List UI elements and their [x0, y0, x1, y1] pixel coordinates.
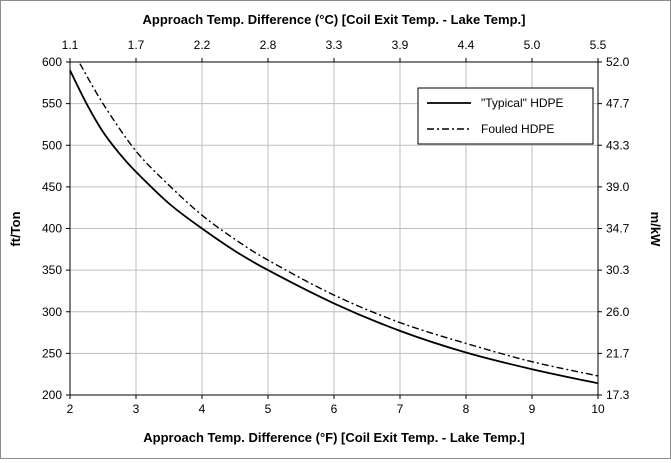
x-tick-label: 2 — [67, 402, 74, 416]
legend-box — [417, 87, 594, 145]
x2-tick-label: 5.0 — [524, 38, 541, 52]
series-line-fouled-hdpe — [79, 63, 599, 377]
x2-tick-label: 3.3 — [326, 38, 343, 52]
y-tick-label: 300 — [42, 305, 62, 319]
y-axis-title: ft/Ton — [8, 211, 23, 246]
x2-tick-label: 4.4 — [458, 38, 475, 52]
plot-series — [69, 63, 599, 385]
y-tick-label: 350 — [42, 263, 62, 277]
y2-tick-label: 39.0 — [606, 180, 630, 194]
legend-label-typical-hdpe: "Typical" HDPE — [481, 96, 564, 110]
x2-tick-label: 1.1 — [62, 38, 79, 52]
y2-tick-label: 21.7 — [606, 346, 630, 360]
y-tick-label: 500 — [42, 138, 62, 152]
x-axis-title: Approach Temp. Difference (°F) [Coil Exi… — [143, 430, 525, 445]
y2-tick-label: 52.0 — [606, 55, 630, 69]
x-tick-label: 9 — [529, 402, 536, 416]
y-tick-label: 250 — [42, 346, 62, 360]
x-tick-label: 4 — [199, 402, 206, 416]
axis-ticks: 2 1.1 3 1.7 4 2.2 5 2.8 6 3.3 7 3.9 8 4.4 9 5.0 10 5.5 200… — [42, 38, 630, 416]
y2-axis-title: m/kW — [648, 212, 663, 247]
x2-axis-title: Approach Temp. Difference (°C) [Coil Exi… — [143, 12, 526, 27]
y2-tick-label: 30.3 — [606, 263, 630, 277]
y-tick-label: 400 — [42, 222, 62, 236]
x-tick-label: 7 — [397, 402, 404, 416]
y-tick-label: 600 — [42, 55, 62, 69]
y2-tick-label: 26.0 — [606, 305, 630, 319]
x2-tick-label: 2.8 — [260, 38, 277, 52]
y2-tick-label: 34.7 — [606, 222, 630, 236]
y2-tick-label: 43.3 — [606, 138, 630, 152]
series-line-typical-hdpe — [69, 69, 599, 385]
y2-tick-label: 17.3 — [606, 388, 630, 402]
x-tick-label: 8 — [463, 402, 470, 416]
x-tick-label: 3 — [133, 402, 140, 416]
x-tick-label: 10 — [591, 402, 605, 416]
y-tick-label: 200 — [42, 388, 62, 402]
y-tick-label: 450 — [42, 180, 62, 194]
x-tick-label: 6 — [331, 402, 338, 416]
legend: "Typical" HDPE Fouled HDPE — [417, 87, 594, 145]
x2-tick-label: 3.9 — [392, 38, 409, 52]
x2-tick-label: 2.2 — [194, 38, 211, 52]
y-tick-label: 550 — [42, 97, 62, 111]
x-tick-label: 5 — [265, 402, 272, 416]
x2-tick-label: 1.7 — [128, 38, 145, 52]
legend-label-fouled-hdpe: Fouled HDPE — [481, 122, 554, 136]
x2-tick-label: 5.5 — [590, 38, 607, 52]
y2-tick-label: 47.7 — [606, 97, 630, 111]
